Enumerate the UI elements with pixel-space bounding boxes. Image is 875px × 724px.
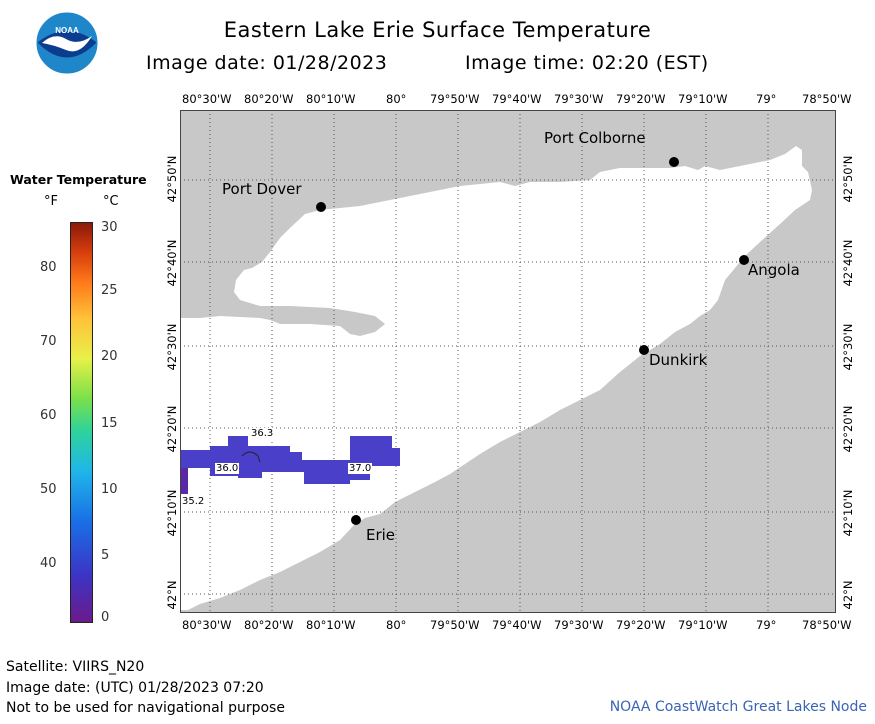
tick-c: 15 <box>101 416 118 431</box>
temperature-label: 36.3 <box>250 428 275 439</box>
lon-label: 80°10'W <box>306 618 356 632</box>
tick-c: 10 <box>101 482 118 497</box>
city-label-port-dover: Port Dover <box>222 180 302 198</box>
lon-label: 80°20'W <box>244 92 294 106</box>
map-title: Eastern Lake Erie Surface Temperature <box>223 18 652 42</box>
lon-label: 79°10'W <box>678 618 728 632</box>
city-marker-erie <box>351 515 361 525</box>
lon-label: 79°40'W <box>492 92 542 106</box>
isotherm-line <box>241 451 261 463</box>
utc-date-label: Image date: (UTC) 01/28/2023 07:20 <box>6 680 264 696</box>
city-marker-angola <box>739 255 749 265</box>
lon-label: 79° <box>756 618 777 632</box>
satellite-label: Satellite: VIIRS_N20 <box>6 659 145 675</box>
lake-water <box>180 146 812 610</box>
tick-c: 30 <box>101 220 118 235</box>
lat-label: 42°20'N <box>841 405 855 453</box>
lon-label: 79° <box>756 92 777 106</box>
lat-label: 42°40'N <box>165 239 179 287</box>
lon-label: 78°50'W <box>802 618 852 632</box>
temperature-label: 36.0 <box>215 463 240 474</box>
lat-label: 42°30'N <box>165 323 179 371</box>
temperature-label: 37.0 <box>348 463 373 474</box>
lake-map: Port Colborne Port Dover Angola Dunkirk … <box>180 110 835 612</box>
lat-label: 42°N <box>841 580 855 610</box>
lon-label: 79°20'W <box>616 618 666 632</box>
city-label-angola: Angola <box>748 261 800 279</box>
legend-title: Water Temperature <box>10 172 147 187</box>
noaa-logo: NOAA <box>36 12 98 74</box>
tick-c: 25 <box>101 283 118 298</box>
lon-label: 79°40'W <box>492 618 542 632</box>
lon-label: 79°30'W <box>554 92 604 106</box>
lat-label: 42°40'N <box>841 239 855 287</box>
unit-celsius: °C <box>103 194 119 209</box>
lat-label: 42°10'N <box>165 489 179 537</box>
tick-f: 40 <box>40 556 57 571</box>
image-time-label: Image time: 02:20 (EST) <box>465 52 709 74</box>
lon-label: 79°30'W <box>554 618 604 632</box>
city-marker-port-dover <box>316 202 326 212</box>
lat-label: 42°10'N <box>841 489 855 537</box>
city-label-port-colborne: Port Colborne <box>544 129 646 147</box>
lon-label: 80°30'W <box>182 92 232 106</box>
tick-c: 20 <box>101 349 118 364</box>
lon-label: 80° <box>386 92 407 106</box>
lon-label: 80°20'W <box>244 618 294 632</box>
temperature-label: 35.2 <box>181 496 206 507</box>
lon-label: 79°50'W <box>430 92 480 106</box>
tick-f: 70 <box>40 334 57 349</box>
lon-label: 80°30'W <box>182 618 232 632</box>
temperature-band-tail <box>180 468 188 494</box>
image-date-label: Image date: 01/28/2023 <box>146 52 388 74</box>
tick-c: 0 <box>101 610 110 625</box>
lon-label: 79°10'W <box>678 92 728 106</box>
tick-f: 80 <box>40 260 57 275</box>
lat-label: 42°N <box>165 580 179 610</box>
city-marker-dunkirk <box>639 345 649 355</box>
tick-c: 5 <box>101 548 110 563</box>
logo-text: NOAA <box>55 26 79 35</box>
lon-label: 79°20'W <box>616 92 666 106</box>
lat-label: 42°50'N <box>165 155 179 203</box>
city-label-erie: Erie <box>366 526 396 544</box>
lat-label: 42°20'N <box>165 405 179 453</box>
lat-label: 42°50'N <box>841 155 855 203</box>
lon-label: 78°50'W <box>802 92 852 106</box>
tick-f: 50 <box>40 482 57 497</box>
lon-label: 79°50'W <box>430 618 480 632</box>
credit-label: NOAA CoastWatch Great Lakes Node <box>609 699 867 715</box>
city-label-dunkirk: Dunkirk <box>649 351 708 369</box>
lon-label: 80°10'W <box>306 92 356 106</box>
unit-fahrenheit: °F <box>44 194 58 209</box>
lat-label: 42°30'N <box>841 323 855 371</box>
city-marker-port-colborne <box>669 157 679 167</box>
lon-label: 80° <box>386 618 407 632</box>
tick-f: 60 <box>40 408 57 423</box>
disclaimer: Not to be used for navigational purpose <box>6 700 285 716</box>
color-scale-bar <box>70 222 93 623</box>
